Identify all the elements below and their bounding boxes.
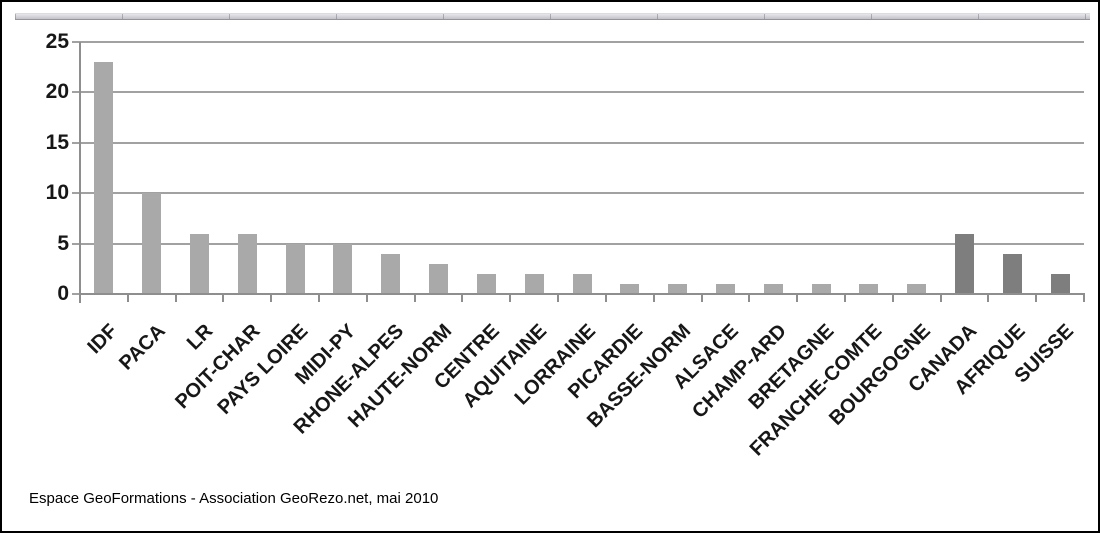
y-axis-line (79, 42, 81, 303)
y-axis-tick-label: 0 (57, 282, 69, 305)
x-axis-tick (318, 295, 320, 302)
y-axis-tick (72, 293, 80, 295)
x-axis-tick (557, 295, 559, 302)
chart-bar (859, 284, 878, 294)
chart-bar (477, 274, 496, 294)
chart-bar (812, 284, 831, 294)
x-axis-tick (366, 295, 368, 302)
chart-bar (955, 234, 974, 294)
chart-bar (764, 284, 783, 294)
x-axis-tick (222, 295, 224, 302)
x-axis-tick (509, 295, 511, 302)
x-axis-tick (748, 295, 750, 302)
x-axis-tick (701, 295, 703, 302)
x-axis-tick (796, 295, 798, 302)
y-axis-tick-label: 10 (45, 181, 69, 205)
chart-bar (142, 193, 161, 294)
x-axis-tick (79, 295, 81, 302)
x-axis-tick (605, 295, 607, 302)
chart-bar (94, 62, 113, 294)
x-axis-tick (461, 295, 463, 302)
x-axis-label-text: SUISSE (1010, 320, 1078, 388)
top-scrollbar-strip (15, 13, 1090, 20)
x-axis-tick (270, 295, 272, 302)
x-axis-tick (175, 295, 177, 302)
chart-bar (190, 234, 209, 294)
x-axis-tick (1035, 295, 1037, 302)
chart-caption: Espace GeoFormations - Association GeoRe… (29, 490, 439, 507)
x-axis-label: SUISSE (742, 320, 1077, 387)
gridline (72, 91, 1084, 94)
x-axis-tick (1083, 295, 1085, 302)
x-axis-tick (940, 295, 942, 302)
chart-bar (573, 274, 592, 294)
chart-bar (381, 254, 400, 294)
chart-bar (620, 284, 639, 294)
chart-bar (429, 264, 448, 294)
y-axis-tick-label: 25 (45, 30, 69, 53)
chart-bar (716, 284, 735, 294)
x-axis-tick (127, 295, 129, 302)
chart-bar (238, 234, 257, 294)
x-axis-tick (892, 295, 894, 302)
gridline (72, 192, 1084, 195)
x-axis-line (79, 293, 1085, 295)
chart-bar (525, 274, 544, 294)
x-axis-tick (414, 295, 416, 302)
chart-bar (907, 284, 926, 294)
x-axis-tick (844, 295, 846, 302)
gridline (72, 41, 1084, 43)
chart-bar (668, 284, 687, 294)
chart-bar (333, 244, 352, 294)
chart-bar (1051, 274, 1070, 294)
x-axis-tick (987, 295, 989, 302)
gridline (72, 242, 1084, 245)
y-axis-tick-label: 20 (45, 80, 69, 104)
chart-bar (286, 244, 305, 294)
y-axis-tick-label: 5 (57, 231, 69, 255)
gridline (72, 141, 1084, 144)
y-axis-tick-label: 15 (45, 130, 69, 154)
chart-bar (1003, 254, 1022, 294)
x-axis-tick (653, 295, 655, 302)
